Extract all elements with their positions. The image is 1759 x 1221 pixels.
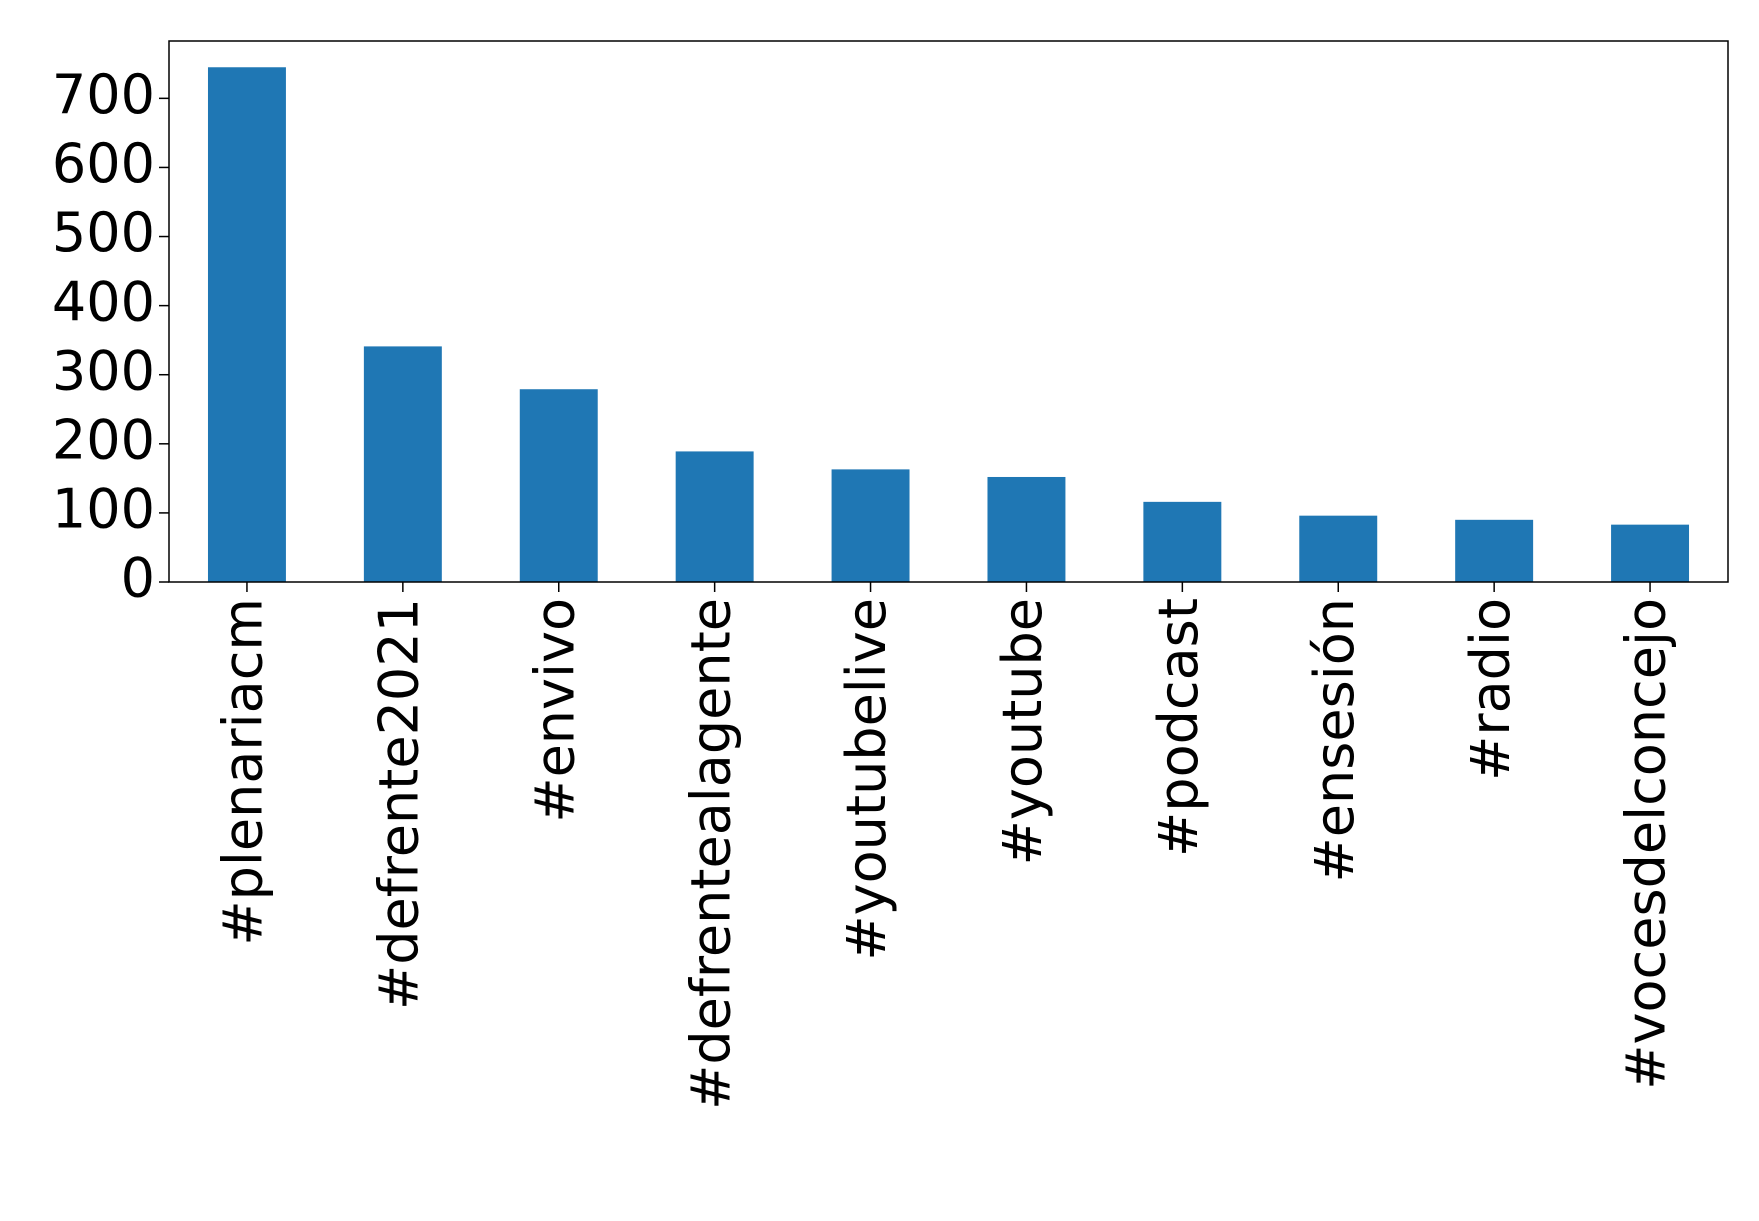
x-tick-label: #podcast <box>1147 598 1210 857</box>
x-tick-label: #radio <box>1459 598 1522 781</box>
x-tick-label: #defrentealagente <box>679 598 742 1110</box>
y-tick-label: 0 <box>121 547 155 610</box>
y-tick-label: 700 <box>52 63 155 126</box>
bar <box>363 346 442 582</box>
y-tick-label: 200 <box>52 408 155 471</box>
bar <box>1611 524 1690 582</box>
bar <box>675 451 754 582</box>
plot-frame <box>168 40 1729 583</box>
y-tick-label: 500 <box>52 201 155 264</box>
x-tick-label: #youtube <box>991 598 1054 865</box>
bar <box>519 389 598 582</box>
y-tick-label: 600 <box>52 132 155 195</box>
x-tick-label: #ensesión <box>1303 598 1366 882</box>
x-tick-label: #vocesdelconcejo <box>1615 598 1678 1090</box>
x-tick-label: #envivo <box>523 598 586 823</box>
bar <box>207 67 286 582</box>
bar <box>1299 515 1378 582</box>
y-tick-label: 300 <box>52 339 155 402</box>
bar <box>987 476 1066 582</box>
bar <box>1143 501 1222 582</box>
x-tick-label: #youtubelive <box>835 598 898 961</box>
y-tick-label: 400 <box>52 270 155 333</box>
bar <box>1455 519 1534 582</box>
y-tick-label: 100 <box>52 478 155 541</box>
x-tick-label: #plenariacm <box>212 598 275 946</box>
x-tick-label: #defrente2021 <box>367 598 430 1010</box>
bar <box>831 469 910 582</box>
